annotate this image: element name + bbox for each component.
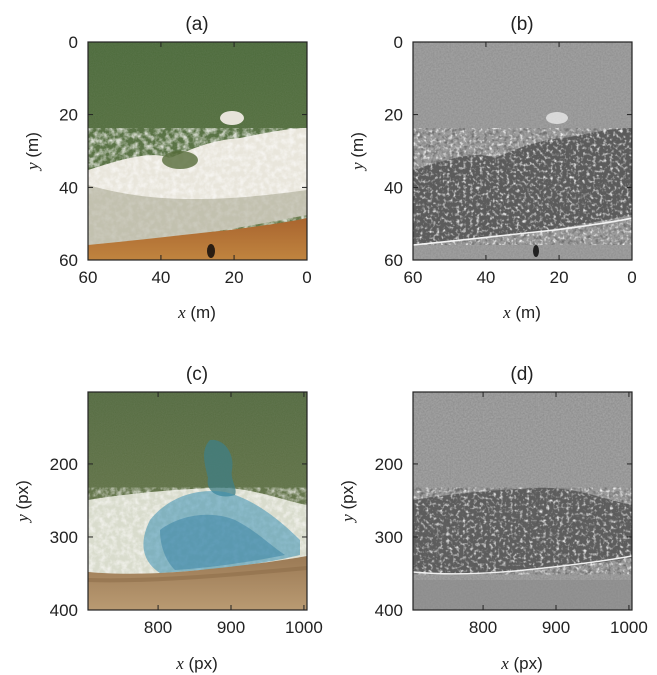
y-tick-label: 300 <box>375 528 403 547</box>
y-tick-label: 40 <box>384 178 403 197</box>
panel-d-title: (d) <box>510 364 533 385</box>
panel-a-xlabel: x (m) <box>177 303 216 322</box>
x-tick-label: 800 <box>469 618 497 637</box>
y-tick-label: 400 <box>375 601 403 620</box>
x-tick-label: 1000 <box>610 618 648 637</box>
x-tick-label: 40 <box>151 268 170 287</box>
panel-b-frame <box>412 41 633 261</box>
y-tick-label: 200 <box>50 455 78 474</box>
panel-c-ticks: 800 900 1000 200 300 400 <box>50 392 323 637</box>
y-tick-label: 0 <box>394 33 403 52</box>
panel-b-title: (b) <box>510 14 533 35</box>
y-tick-label: 400 <box>50 601 78 620</box>
panel-d-xlabel: x (px) <box>500 654 543 673</box>
y-tick-label: 20 <box>384 106 403 125</box>
panel-d-ticks: 800 900 1000 200 300 400 <box>375 392 648 637</box>
panel-d-frame <box>412 391 633 611</box>
y-tick-label: 60 <box>384 251 403 270</box>
x-tick-label: 20 <box>550 268 569 287</box>
x-tick-label: 800 <box>144 618 172 637</box>
x-tick-label: 1000 <box>285 618 323 637</box>
panel-c-title: (c) <box>186 364 208 385</box>
panel-c-frame <box>87 391 308 611</box>
panel-a-ticks: 60 40 20 0 0 20 40 60 <box>59 33 312 287</box>
panel-b-filtered-image <box>413 42 632 260</box>
x-tick-label: 0 <box>302 268 311 287</box>
panel-c-ylabel: y (px) <box>13 480 32 524</box>
panel-b-ylabel: y (m) <box>348 132 367 172</box>
panel-a-frame <box>87 41 308 261</box>
x-tick-label: 900 <box>542 618 570 637</box>
panel-a: (a) 60 40 20 0 0 20 40 60 <box>59 14 312 287</box>
panel-b: (b) 60 40 20 0 0 20 40 60 <box>384 14 637 287</box>
y-tick-label: 0 <box>69 33 78 52</box>
x-tick-label: 60 <box>79 268 98 287</box>
x-tick-label: 900 <box>217 618 245 637</box>
panel-a-ylabel: y (m) <box>23 132 42 172</box>
x-tick-label: 60 <box>404 268 423 287</box>
panel-d: (d) 800 900 1000 200 300 400 <box>375 364 648 637</box>
axis-labels: x (m) x (m) x (px) x (px) y (m) y (m) y … <box>13 132 543 673</box>
y-tick-label: 20 <box>59 106 78 125</box>
panel-b-ticks: 60 40 20 0 0 20 40 60 <box>384 33 637 287</box>
y-tick-label: 200 <box>375 455 403 474</box>
x-tick-label: 0 <box>627 268 636 287</box>
panel-b-xlabel: x (m) <box>502 303 541 322</box>
panel-a-photo <box>88 42 307 260</box>
x-tick-label: 40 <box>476 268 495 287</box>
panel-c: (c) 800 900 1000 200 300 400 <box>50 364 323 637</box>
panel-a-title: (a) <box>185 14 208 35</box>
panel-d-ylabel: y (px) <box>338 480 357 524</box>
panel-c-xlabel: x (px) <box>175 654 218 673</box>
y-tick-label: 60 <box>59 251 78 270</box>
x-tick-label: 20 <box>225 268 244 287</box>
panel-c-photo <box>88 392 307 610</box>
y-tick-label: 300 <box>50 528 78 547</box>
panel-d-filtered-image <box>413 392 632 610</box>
y-tick-label: 40 <box>59 178 78 197</box>
